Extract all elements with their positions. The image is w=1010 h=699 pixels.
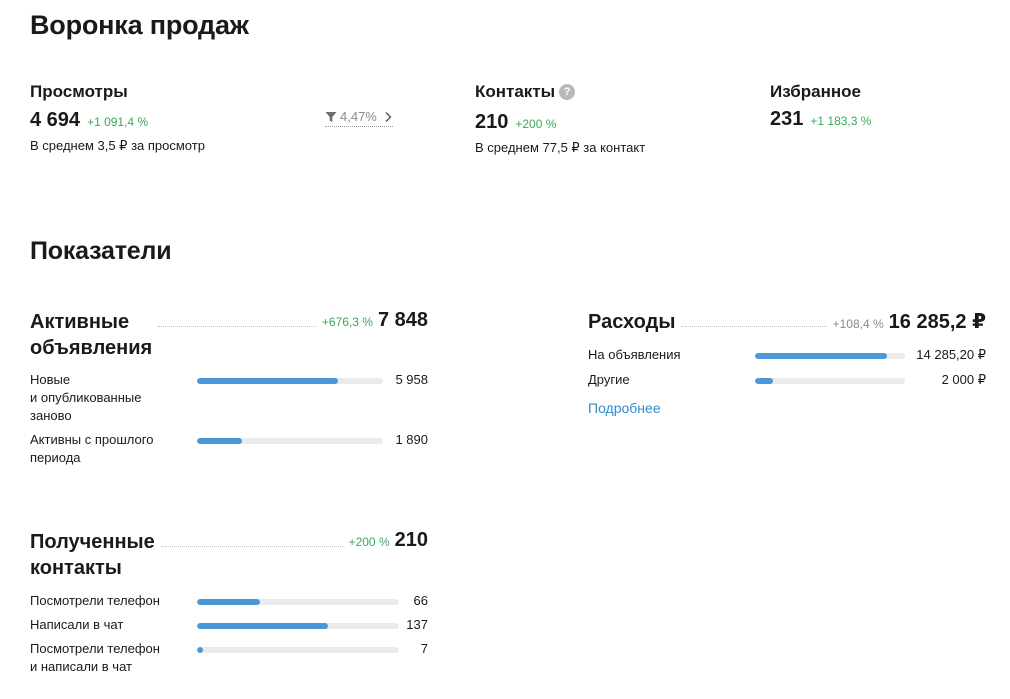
active-ads-row-prev: Активны с прошлого периода (30, 431, 153, 467)
contacts-value: 210 (475, 111, 509, 133)
contacts-metric-total: 210 (394, 529, 428, 551)
progress-bar (197, 378, 383, 384)
funnel-contacts: Контакты ? 210 +200 % В среднем 77,5 ₽ з… (475, 82, 645, 156)
progress-bar (755, 378, 905, 384)
row-label: Посмотрели телефон и написали в чат (30, 641, 160, 674)
progress-bar (197, 438, 383, 444)
more-details-link[interactable]: Подробнее (588, 400, 661, 416)
active-ads-title-line2: объявления (30, 337, 153, 359)
funnel-favorites: Избранное 231 +1 183,3 % (770, 82, 871, 131)
row-label: Новые и опубликованные заново (30, 372, 142, 423)
views-value: 4 694 (30, 109, 81, 131)
progress-fill (197, 599, 260, 605)
row-value: 2 000 ₽ (941, 372, 986, 387)
indicators-title: Показатели (30, 237, 172, 265)
contacts-label: Контакты (475, 82, 556, 101)
contacts-delta: +200 % (515, 117, 557, 131)
progress-fill (197, 623, 329, 629)
expenses-row-ads: На объявления (588, 346, 681, 364)
active-ads-total: 7 848 (377, 309, 428, 331)
active-ads-title-line1: Активные (30, 311, 130, 333)
progress-fill (197, 647, 204, 653)
favorites-value: 231 (770, 108, 804, 130)
progress-fill (755, 378, 773, 384)
row-value: 137 (406, 617, 428, 632)
row-value: 7 (420, 641, 428, 656)
leader-dots (160, 529, 343, 547)
page-title: Воронка продаж (30, 10, 249, 40)
expenses-total: 16 285,2 ₽ (888, 311, 986, 333)
contacts-row-chat: Написали в чат (30, 616, 123, 634)
views-sub: В среднем 3,5 ₽ за просмотр (30, 138, 205, 153)
leader-dots (158, 309, 316, 327)
row-label: Другие (588, 372, 630, 387)
row-label: Активны с прошлого периода (30, 432, 154, 465)
contacts-row-phone: Посмотрели телефон (30, 592, 160, 610)
progress-fill (197, 378, 339, 384)
favorites-delta: +1 183,3 % (810, 114, 872, 128)
progress-bar (197, 647, 399, 653)
contacts-header: Полученные контакты +200 % 210 (30, 529, 428, 581)
row-value: 5 958 (395, 372, 428, 387)
conversion-link[interactable]: 4,47% (325, 109, 393, 127)
favorites-label: Избранное (770, 82, 861, 101)
expenses-header: Расходы +108,4 % 16 285,2 ₽ (588, 309, 986, 335)
expenses-row-other: Другие (588, 371, 630, 389)
row-label: Посмотрели телефон (30, 593, 160, 608)
active-ads-delta: +676,3 % (321, 315, 373, 329)
active-ads-header: Активные объявления +676,3 % 7 848 (30, 309, 428, 361)
contacts-title-line1: Полученные (30, 531, 155, 553)
conversion-value: 4,47% (340, 109, 377, 124)
contacts-metric-delta: +200 % (348, 535, 390, 549)
row-value: 66 (413, 593, 428, 608)
row-value: 1 890 (395, 432, 428, 447)
contacts-sub: В среднем 77,5 ₽ за контакт (475, 140, 646, 155)
views-label: Просмотры (30, 82, 128, 101)
progress-bar (755, 353, 905, 359)
row-label: Написали в чат (30, 617, 124, 632)
progress-fill (755, 353, 887, 359)
progress-fill (197, 438, 242, 444)
row-value: 14 285,20 ₽ (916, 347, 986, 362)
funnel-views: Просмотры 4 694 +1 091,4 % В среднем 3,5… (30, 82, 205, 154)
expenses-delta: +108,4 % (832, 317, 884, 331)
active-ads-row-new: Новые и опубликованные заново (30, 371, 141, 425)
progress-bar (197, 599, 399, 605)
chevron-right-icon (385, 111, 392, 122)
row-label: На объявления (588, 347, 681, 362)
contacts-row-both: Посмотрели телефон и написали в чат (30, 640, 160, 676)
views-delta: +1 091,4 % (87, 115, 149, 129)
help-icon[interactable]: ? (559, 84, 576, 100)
leader-dots (681, 309, 827, 327)
contacts-title-line2: контакты (30, 557, 122, 579)
filter-icon (325, 111, 337, 122)
expenses-title: Расходы (588, 311, 676, 333)
progress-bar (197, 623, 399, 629)
